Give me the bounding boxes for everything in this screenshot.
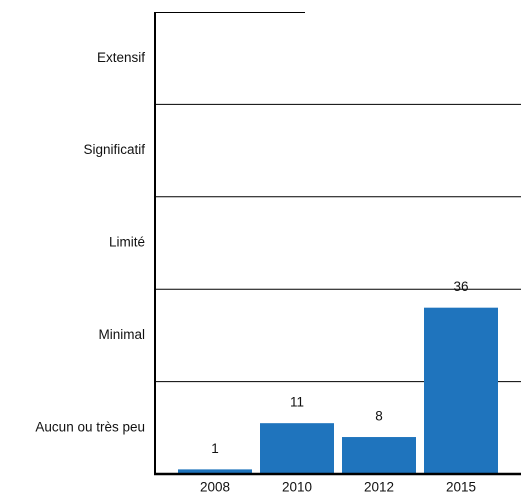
x-tick-label: 2010 <box>282 480 312 495</box>
bar <box>260 423 334 474</box>
bar <box>424 307 498 474</box>
value-label: 1 <box>211 441 219 456</box>
value-label: 11 <box>290 395 304 410</box>
x-tick-label: 2015 <box>446 480 476 495</box>
x-tick-label: 2012 <box>364 480 394 495</box>
y-tick-label: Aucun ou très peu <box>35 419 145 434</box>
bar <box>342 437 416 474</box>
y-tick-label: Limité <box>109 235 145 250</box>
value-label: 36 <box>453 279 468 294</box>
x-tick-label: 2008 <box>200 480 230 495</box>
y-tick-label: Minimal <box>98 327 145 342</box>
y-tick-label: Extensif <box>97 50 145 65</box>
bar <box>178 469 252 474</box>
y-tick-label: Significatif <box>83 142 145 157</box>
value-label: 8 <box>375 409 383 424</box>
